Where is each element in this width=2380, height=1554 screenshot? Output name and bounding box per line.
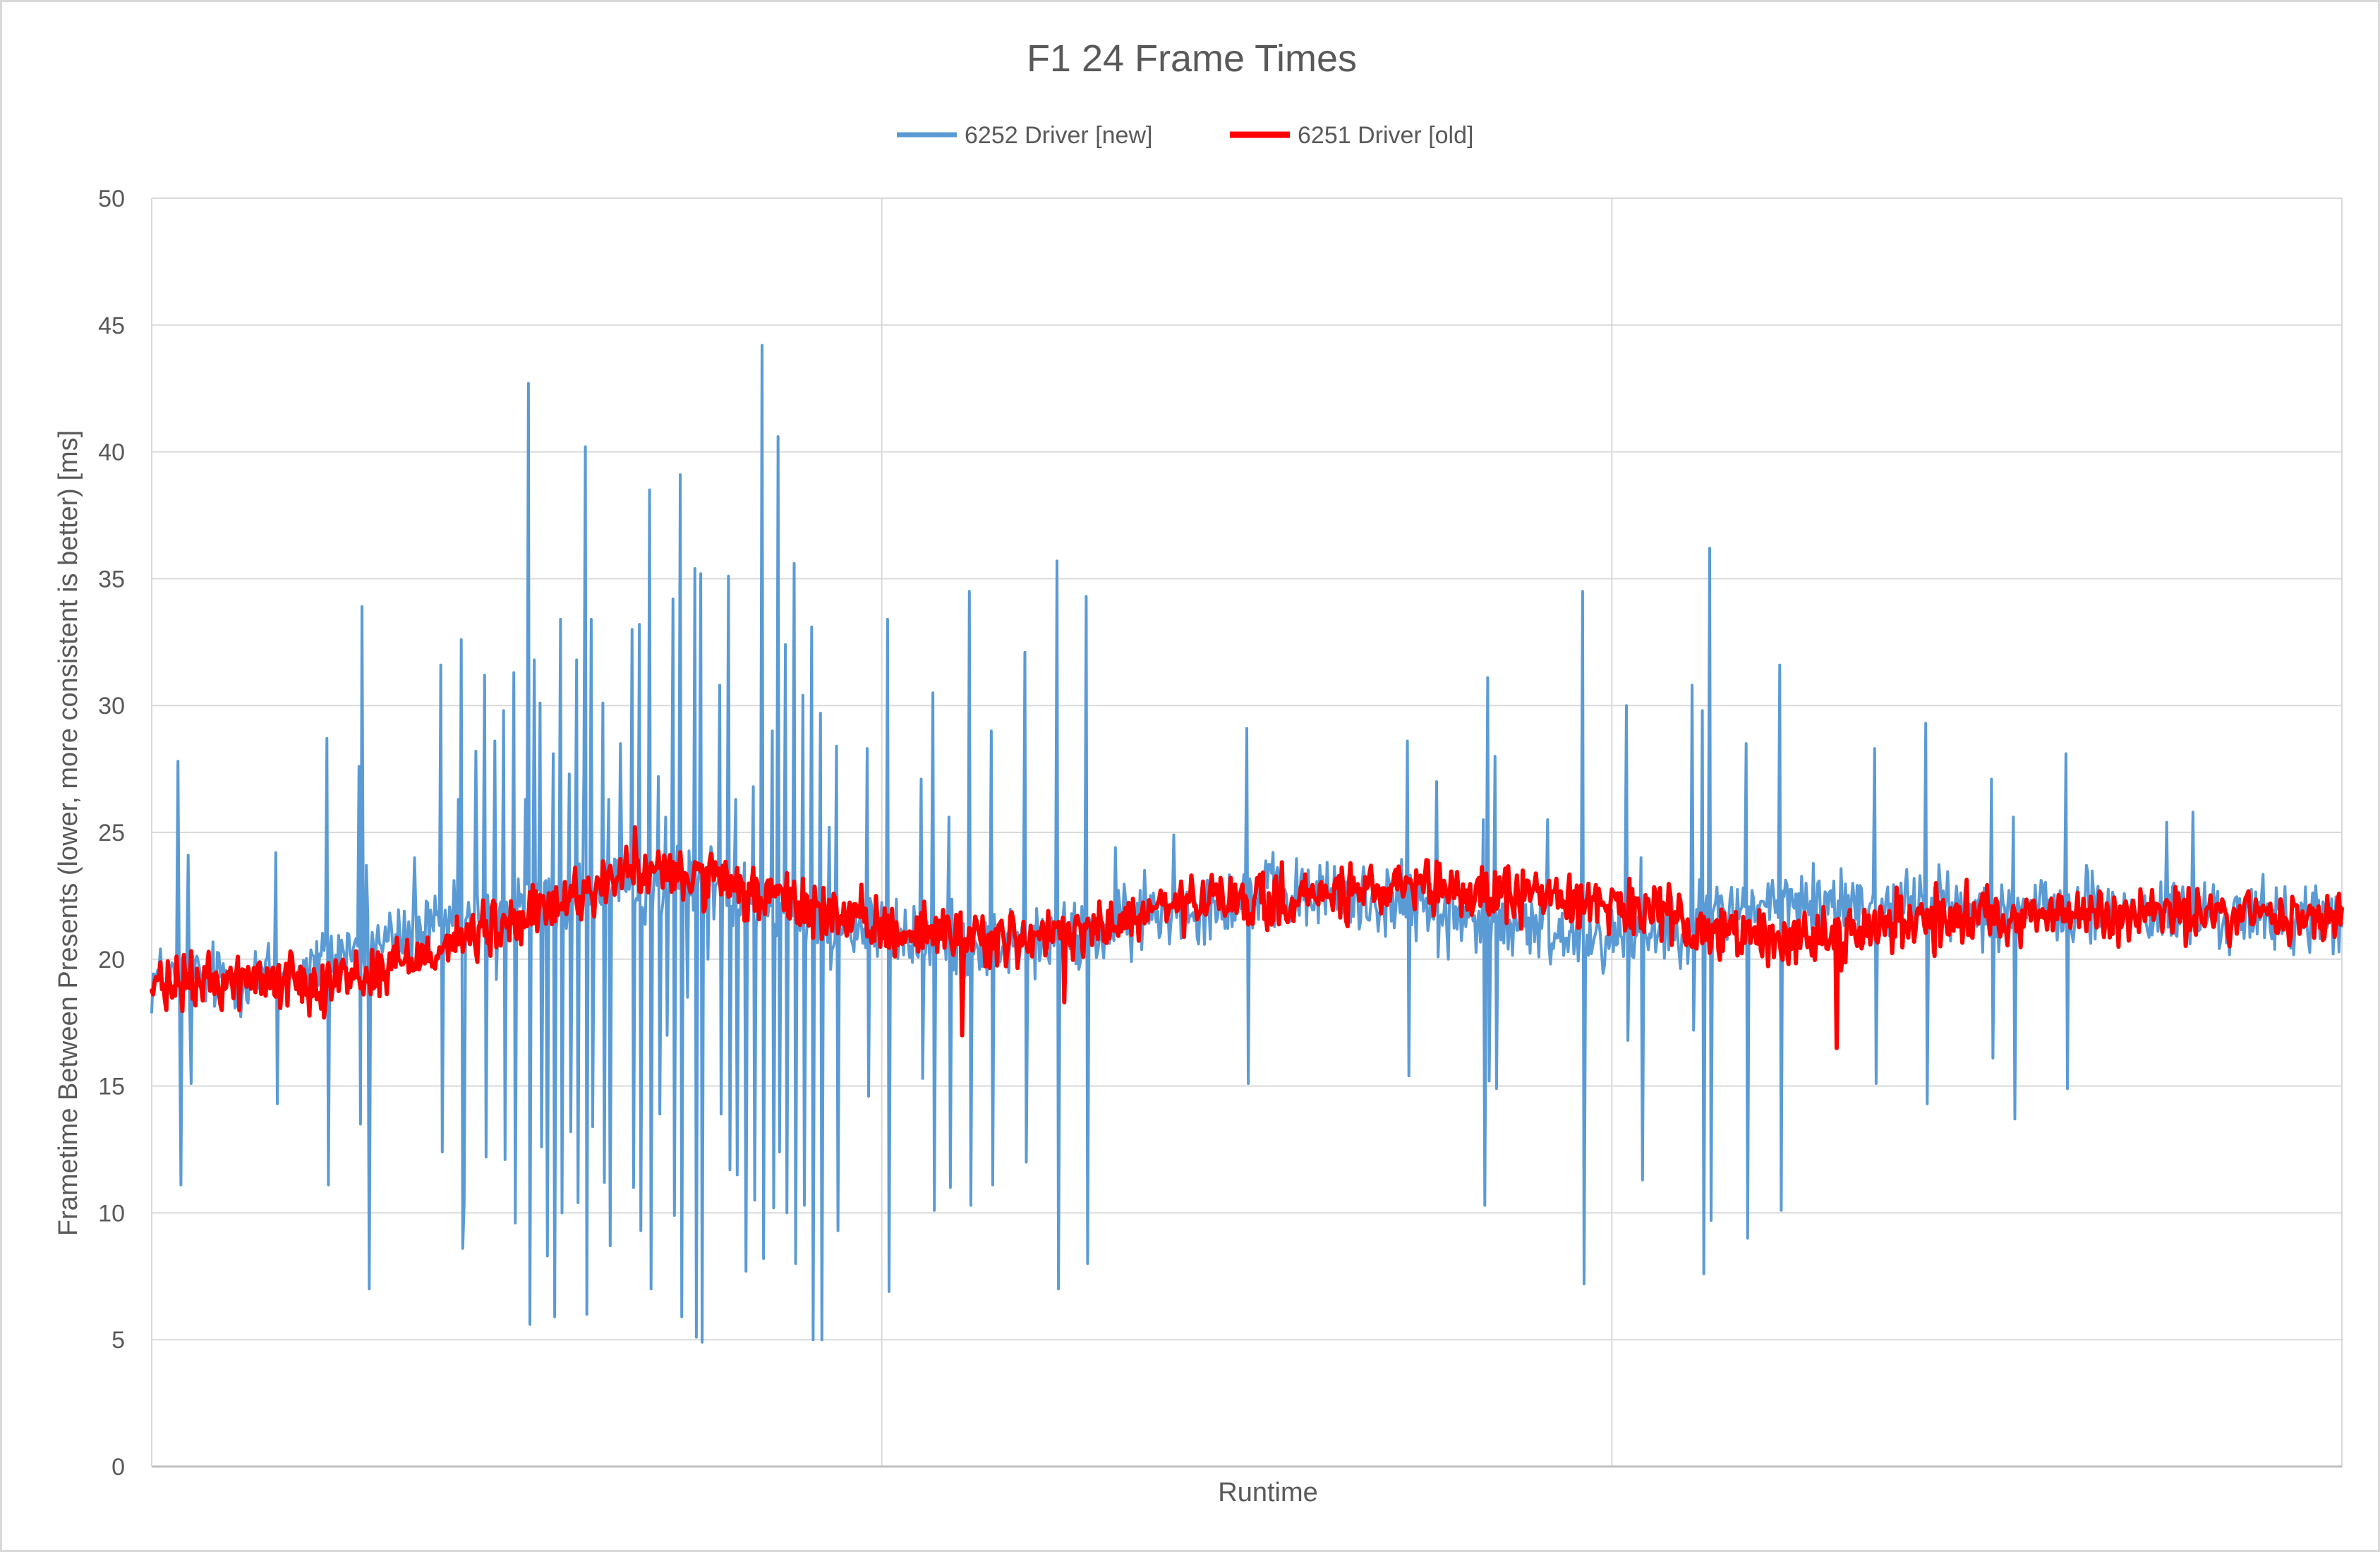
x-axis-title: Runtime [1218, 1478, 1318, 1507]
axes [151, 198, 2342, 1468]
series-line-old [150, 825, 2344, 1050]
y-tick-label-0: 0 [111, 1454, 125, 1481]
y-tick-label-10: 10 [98, 1200, 125, 1227]
y-tick-labels: 0 5 10 15 20 25 30 35 40 45 50 [98, 186, 125, 1481]
y-tick-label-25: 25 [98, 820, 125, 846]
legend-entry-new: 6252 Driver [new] [897, 122, 1152, 149]
y-tick-label-45: 45 [98, 312, 125, 339]
legend-label-old: 6251 Driver [old] [1298, 122, 1473, 149]
series-line-new [150, 344, 2343, 1344]
y-tick-label-35: 35 [98, 566, 125, 593]
y-tick-label-20: 20 [98, 947, 125, 973]
y-tick-label-15: 15 [98, 1074, 125, 1100]
legend-label-new: 6252 Driver [new] [965, 122, 1152, 149]
chart-title: F1 24 Frame Times [1027, 37, 1357, 80]
y-tick-label-50: 50 [98, 186, 125, 212]
y-tick-label-30: 30 [98, 693, 125, 720]
y-axis-title: Frametime Between Presents (lower, more … [54, 430, 83, 1237]
y-tick-label-5: 5 [111, 1327, 125, 1354]
legend-entry-old: 6251 Driver [old] [1230, 122, 1473, 149]
y-tick-label-40: 40 [98, 439, 125, 466]
series-lines [150, 344, 2344, 1344]
legend: 6252 Driver [new] 6251 Driver [old] [897, 122, 1473, 149]
